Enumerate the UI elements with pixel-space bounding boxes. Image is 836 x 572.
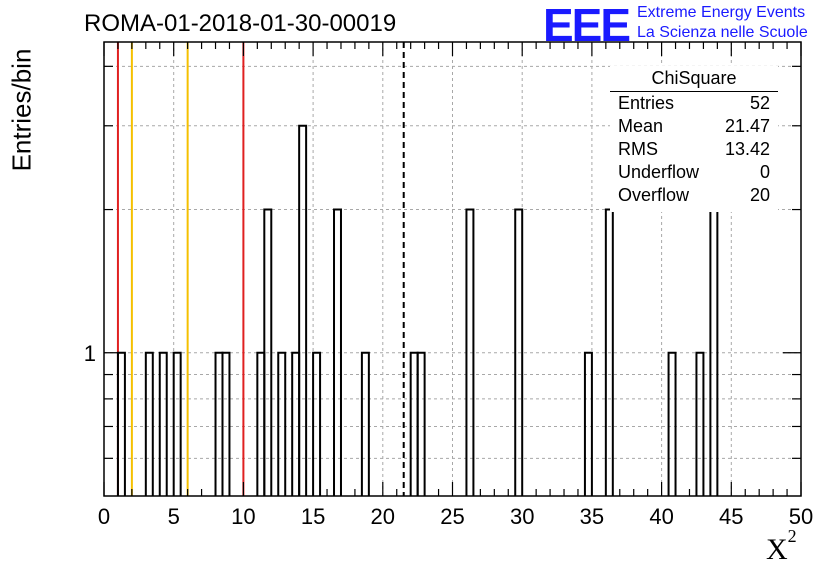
stat-name: Entries	[618, 93, 675, 113]
stat-value: 21.47	[724, 116, 770, 136]
histogram-bin	[514, 208, 524, 496]
stats-row-entries: Entries 52	[618, 93, 770, 116]
stat-name: Overflow	[618, 185, 690, 205]
histogram-bin	[298, 124, 308, 496]
histogram-bin	[172, 351, 182, 496]
stats-row-rms: RMS 13.42	[618, 139, 770, 162]
histogram-bin	[263, 208, 273, 496]
x-tick-label: 35	[580, 504, 604, 529]
histogram-bin	[221, 351, 231, 496]
axis-ticks	[103, 42, 802, 496]
x-tick-label: 30	[510, 504, 534, 529]
x-tick-label: 25	[440, 504, 464, 529]
x-tick-label: 45	[719, 504, 743, 529]
histogram-bin	[465, 208, 475, 496]
stats-row-overflow: Overflow 20	[618, 185, 770, 208]
x-tick-label: 5	[168, 504, 180, 529]
histogram-bin	[360, 351, 370, 496]
x-axis-label-base: X	[766, 533, 788, 566]
chart-title: ROMA-01-2018-01-30-00019	[84, 10, 397, 37]
x-tick-label: 50	[789, 504, 813, 529]
stat-value: 0	[759, 162, 770, 182]
stat-value: 20	[749, 185, 770, 205]
logo-line-2: La Scienza nelle Scuole	[637, 24, 808, 41]
tick-labels: 0 5 10 15 20 25 30 35 40 45 50 1	[84, 341, 813, 529]
x-axis-label: X2	[766, 526, 797, 567]
stat-name: Mean	[618, 116, 664, 136]
histogram-bin	[604, 208, 614, 496]
x-tick-label: 10	[231, 504, 255, 529]
x-tick-label: 15	[301, 504, 325, 529]
histogram-bin	[416, 351, 426, 496]
histogram-bin	[333, 208, 342, 496]
histogram-bin	[277, 351, 287, 496]
histogram-bin	[144, 351, 154, 496]
stats-box: ChiSquare Entries 52 Mean 21.47 RMS 13.4…	[610, 66, 778, 212]
stat-name: Underflow	[618, 162, 700, 182]
stats-divider	[610, 91, 778, 92]
reference-lines	[116, 42, 405, 496]
stat-value: 52	[749, 93, 770, 113]
x-axis-label-superscript: 2	[787, 526, 797, 546]
x-tick-label: 0	[98, 504, 110, 529]
y-tick-label: 1	[84, 341, 96, 366]
histogram-bin	[695, 351, 705, 496]
stats-row-underflow: Underflow 0	[618, 162, 770, 185]
stat-name: RMS	[618, 139, 658, 159]
histogram-bin	[667, 351, 677, 496]
histogram-bin	[583, 351, 593, 496]
x-tick-label: 20	[371, 504, 395, 529]
stats-title: ChiSquare	[651, 68, 737, 88]
histogram-bin	[312, 351, 322, 496]
stats-row-mean: Mean 21.47	[618, 116, 770, 139]
histogram-bin	[158, 351, 168, 496]
eee-logo: EEE Extreme Energy Events La Scienza nel…	[543, 0, 833, 51]
stat-value: 13.42	[724, 139, 770, 159]
x-tick-label: 40	[649, 504, 673, 529]
logo-line-1: Extreme Energy Events	[637, 4, 806, 21]
